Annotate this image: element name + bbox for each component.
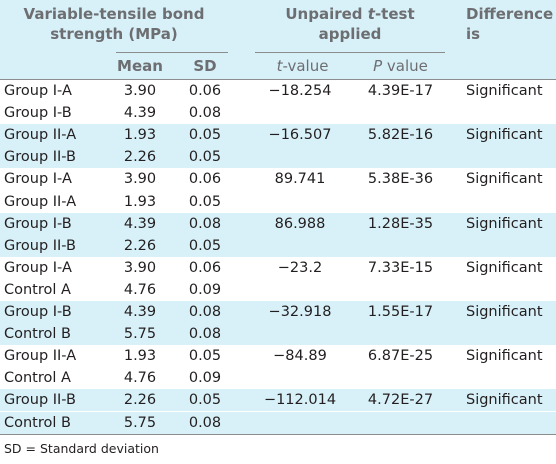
cell-mean: 2.26 xyxy=(123,237,157,254)
cell-mean: 4.76 xyxy=(123,370,157,387)
row-band xyxy=(0,212,556,235)
cell-mean: 1.93 xyxy=(123,127,157,144)
cell-mean: 3.90 xyxy=(123,259,157,276)
row-band xyxy=(0,301,556,324)
cell-difference: Significant xyxy=(466,259,543,276)
cell-sd: 0.06 xyxy=(188,259,222,276)
cell-t-value: −112.014 xyxy=(263,392,337,409)
cell-group: Group II-A xyxy=(4,127,77,144)
cell-difference: Significant xyxy=(466,171,543,188)
cell-sd: 0.08 xyxy=(188,215,222,232)
row-band xyxy=(0,323,556,346)
cell-group: Group I-A xyxy=(4,83,72,99)
subheader-t-value: t-value xyxy=(276,57,329,75)
row-band xyxy=(0,234,556,257)
cell-sd: 0.08 xyxy=(188,105,222,122)
cell-difference: Significant xyxy=(466,83,543,99)
cell-group: Group II-B xyxy=(4,392,76,409)
cell-sd: 0.08 xyxy=(188,414,222,431)
cell-sd: 0.09 xyxy=(188,281,222,298)
cell-mean: 5.75 xyxy=(123,326,157,343)
row-band xyxy=(0,146,556,169)
cell-difference: Significant xyxy=(466,127,543,144)
subheader-p-value: P value xyxy=(373,57,428,75)
cell-group: Control A xyxy=(4,370,71,387)
cell-group: Group I-A xyxy=(4,259,72,276)
cell-group: Control A xyxy=(4,281,71,298)
cell-sd: 0.05 xyxy=(188,149,222,166)
cell-mean: 3.90 xyxy=(123,83,157,99)
cell-p-value: 4.72E-27 xyxy=(367,392,434,409)
subheader-mean: Mean xyxy=(117,57,163,75)
cell-t-value: −32.918 xyxy=(268,304,332,320)
cell-mean: 2.26 xyxy=(123,149,157,166)
cell-mean: 2.26 xyxy=(123,392,157,409)
table-bottom-rule xyxy=(0,434,556,435)
row-band xyxy=(0,389,556,412)
cell-group: Control B xyxy=(4,414,71,431)
header-rule-left xyxy=(116,52,228,53)
cell-group: Group I-B xyxy=(4,215,72,232)
cell-p-value: 5.82E-16 xyxy=(367,127,434,144)
cell-difference: Significant xyxy=(466,392,543,409)
cell-sd: 0.08 xyxy=(188,326,222,343)
header-t-test: Unpaired t-test applied xyxy=(285,5,415,43)
cell-mean: 3.90 xyxy=(123,171,157,188)
cell-difference: Significant xyxy=(466,348,543,365)
cell-t-value: 86.988 xyxy=(274,215,326,232)
cell-p-value: 7.33E-15 xyxy=(367,259,434,276)
cell-mean: 4.39 xyxy=(123,105,157,122)
cell-p-value: 1.55E-17 xyxy=(367,304,434,320)
cell-group: Group II-A xyxy=(4,193,77,210)
cell-sd: 0.05 xyxy=(188,392,222,409)
cell-mean: 4.39 xyxy=(123,215,157,232)
row-band xyxy=(0,124,556,147)
cell-sd: 0.06 xyxy=(188,171,222,188)
cell-sd: 0.08 xyxy=(188,304,222,320)
cell-t-value: 89.741 xyxy=(274,171,326,188)
cell-sd: 0.05 xyxy=(188,193,222,210)
cell-p-value: 5.38E-36 xyxy=(367,171,434,188)
cell-mean: 4.39 xyxy=(123,304,157,320)
cell-difference: Significant xyxy=(466,215,543,232)
cell-group: Group I-B xyxy=(4,304,72,320)
header-difference: Difference is xyxy=(466,5,554,43)
header-rule-middle xyxy=(255,52,445,53)
cell-sd: 0.09 xyxy=(188,370,222,387)
cell-group: Group II-B xyxy=(4,149,76,166)
cell-sd: 0.05 xyxy=(188,237,222,254)
cell-t-value: −84.89 xyxy=(273,348,327,365)
footnote: SD = Standard deviation xyxy=(4,441,159,456)
cell-t-value: −18.254 xyxy=(268,83,332,99)
cell-group: Control B xyxy=(4,326,71,343)
header-band xyxy=(0,0,556,79)
cell-group: Group I-A xyxy=(4,171,72,188)
cell-mean: 4.76 xyxy=(123,281,157,298)
cell-sd: 0.05 xyxy=(188,127,222,144)
cell-group: Group I-B xyxy=(4,105,72,122)
cell-p-value: 6.87E-25 xyxy=(367,348,434,365)
row-band xyxy=(0,411,556,434)
cell-p-value: 1.28E-35 xyxy=(367,215,434,232)
cell-t-value: −16.507 xyxy=(268,127,332,144)
cell-sd: 0.06 xyxy=(188,83,222,99)
cell-difference: Significant xyxy=(466,304,543,320)
cell-p-value: 4.39E-17 xyxy=(367,83,434,99)
header-bottom-rule xyxy=(0,79,556,80)
subheader-sd: SD xyxy=(193,57,217,75)
cell-sd: 0.05 xyxy=(188,348,222,365)
header-tensile-strength: Variable-tensile bond strength (MPa) xyxy=(23,5,205,43)
cell-group: Group II-A xyxy=(4,348,77,365)
cell-mean: 5.75 xyxy=(123,414,157,431)
cell-mean: 1.93 xyxy=(123,193,157,210)
cell-group: Group II-B xyxy=(4,237,76,254)
cell-t-value: −23.2 xyxy=(277,259,323,276)
cell-mean: 1.93 xyxy=(123,348,157,365)
